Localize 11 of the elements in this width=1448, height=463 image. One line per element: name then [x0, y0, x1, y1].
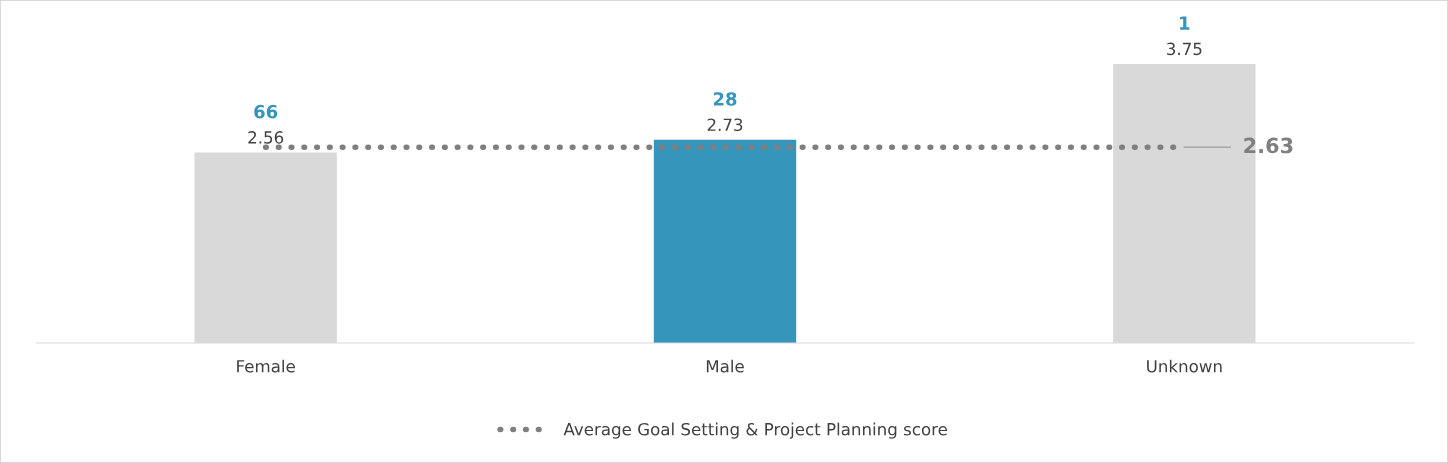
- data-label: 2.56: [248, 131, 284, 144]
- data-label: 2.63: [1244, 137, 1293, 154]
- x-tick-label: Unknown: [1147, 359, 1222, 373]
- x-tick-label: Male: [706, 359, 744, 373]
- annotation: 1: [1180, 16, 1190, 30]
- data-label: 3.75: [1167, 42, 1202, 56]
- legend-label: Average Goal Setting & Project Planning score: [563, 422, 947, 439]
- data-label: 2.73: [707, 118, 743, 132]
- annotation: 28: [713, 92, 737, 106]
- x-tick-label: Female: [237, 359, 295, 373]
- annotation: 66: [254, 104, 278, 119]
